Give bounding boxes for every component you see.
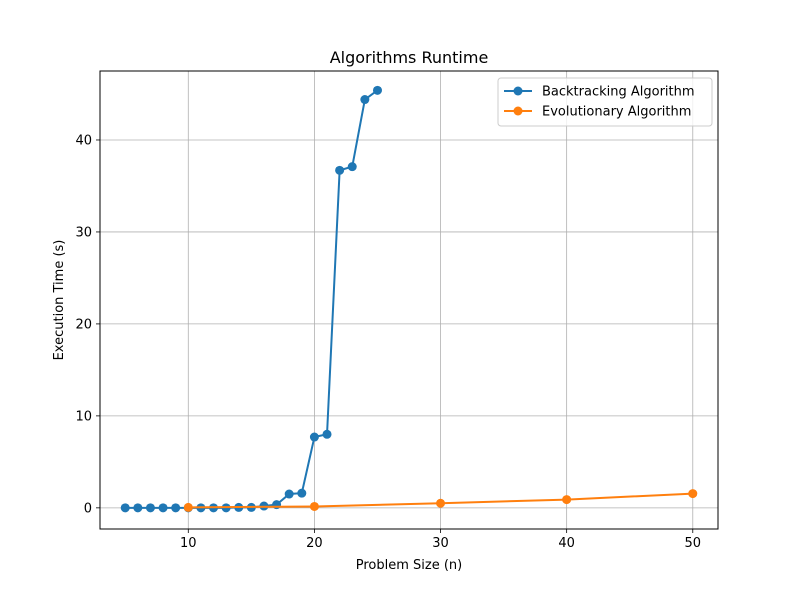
- legend-marker-1: [513, 86, 523, 96]
- y-tick-label: 20: [75, 317, 92, 332]
- series-2-point: [562, 495, 572, 505]
- series-1-point: [171, 503, 181, 513]
- legend: Backtracking Algorithm Evolutionary Algor…: [497, 77, 713, 127]
- ticks: 10 20 30 40 50 0 10 20 30 40: [75, 133, 701, 551]
- y-tick-label: 40: [75, 133, 92, 148]
- series-layer: [120, 85, 698, 513]
- series-2-point: [309, 501, 319, 511]
- series-1-point: [347, 162, 357, 172]
- series-1-point: [372, 85, 382, 95]
- x-tick-label: 50: [685, 536, 702, 551]
- y-tick-label: 30: [75, 225, 92, 240]
- series-2-point: [183, 502, 193, 512]
- y-tick-label: 10: [75, 409, 92, 424]
- chart-title: Algorithms Runtime: [330, 48, 489, 67]
- y-axis-label: Execution Time (s): [52, 240, 67, 361]
- legend-box: [497, 77, 713, 127]
- x-tick-label: 10: [180, 536, 197, 551]
- y-tick-label: 0: [84, 501, 92, 516]
- series-1-point: [272, 500, 282, 510]
- series-1-point: [360, 95, 370, 105]
- series-1-point: [322, 429, 332, 439]
- series-1-point: [145, 503, 155, 513]
- x-tick-label: 40: [558, 536, 575, 551]
- x-tick-label: 30: [432, 536, 449, 551]
- legend-marker-2: [513, 106, 523, 116]
- axes-frame: [99, 70, 719, 530]
- series-1-point: [297, 488, 307, 498]
- series-1-point: [335, 165, 345, 175]
- series-1-point: [284, 489, 294, 499]
- series-1-point: [158, 503, 168, 513]
- series-1-point: [133, 503, 143, 513]
- series-1-point: [120, 503, 130, 513]
- legend-label-1: Backtracking Algorithm: [542, 85, 695, 100]
- x-tick-label: 20: [306, 536, 323, 551]
- legend-label-2: Evolutionary Algorithm: [542, 105, 691, 120]
- series-2-point: [688, 489, 698, 499]
- grid: [100, 71, 718, 529]
- x-axis-label: Problem Size (n): [356, 558, 462, 573]
- series-1-point: [309, 432, 319, 442]
- series-2-point: [436, 498, 446, 508]
